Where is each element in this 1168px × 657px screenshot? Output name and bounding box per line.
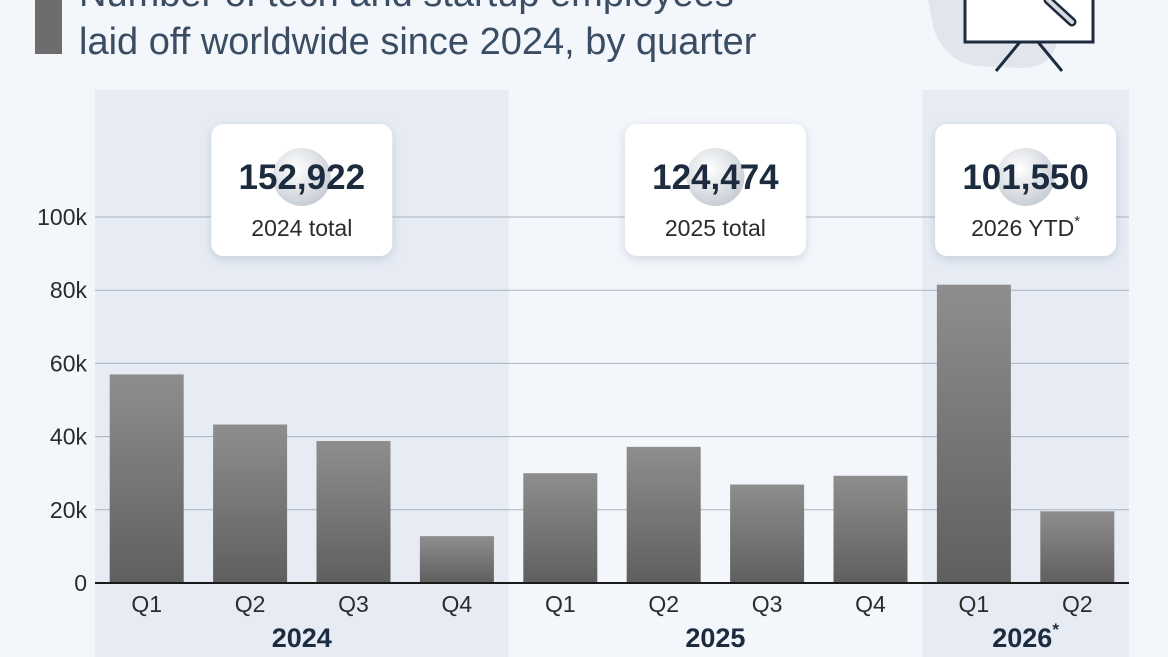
x-tick-label: Q1 [959, 591, 990, 617]
y-tick-label: 40k [50, 424, 88, 450]
bar [730, 484, 805, 583]
y-tick-label: 80k [50, 277, 88, 303]
card-total-label: 2026 YTD* [971, 213, 1080, 241]
x-tick-label: Q1 [545, 591, 576, 617]
x-tick-label: Q1 [131, 591, 162, 617]
total-card-2025: 124,474 2025 total [624, 124, 806, 256]
x-tick-label: Q3 [338, 591, 369, 617]
bar [109, 374, 184, 583]
card-total-value: 101,550 [962, 158, 1089, 197]
card-total-value: 152,922 [239, 158, 366, 197]
y-tick-label: 0 [74, 570, 87, 596]
bar [1040, 511, 1115, 583]
x-tick-label: Q2 [648, 591, 679, 617]
y-tick-label: 60k [50, 350, 88, 376]
bar [523, 473, 598, 583]
total-card-2026: 101,550 2026 YTD* [935, 124, 1117, 256]
y-tick-label: 100k [37, 204, 87, 230]
card-total-value: 124,474 [652, 158, 779, 197]
card-total-label: 2024 total [251, 215, 352, 241]
card-decor-circle [272, 148, 331, 206]
year-label: 2026* [992, 620, 1059, 653]
x-tick-label: Q4 [855, 591, 886, 617]
year-label: 2024 [272, 623, 332, 653]
x-tick-label: Q3 [752, 591, 783, 617]
year-label: 2025 [685, 623, 745, 653]
total-card-2024: 152,922 2024 total [211, 124, 393, 256]
x-tick-label: Q2 [235, 591, 266, 617]
title-accent-bar [35, 0, 62, 54]
bar [626, 446, 701, 583]
card-decor-circle [996, 148, 1055, 206]
card-decor-circle [686, 148, 745, 206]
bar [213, 424, 288, 583]
bar [833, 475, 908, 583]
chart-title-line-1: Number of tech and startup employees [79, 0, 734, 15]
x-tick-label: Q2 [1062, 591, 1093, 617]
year-total-cards: 152,922 2024 total 124,474 2025 total 101,55… [211, 124, 1117, 256]
bar [419, 536, 494, 583]
chart-title-line-2: laid off worldwide since 2024, by quarte… [79, 21, 757, 63]
bars [109, 284, 1115, 583]
card-total-label: 2025 total [665, 215, 766, 241]
bar [936, 284, 1011, 583]
bar [316, 440, 391, 583]
x-tick-label: Q4 [442, 591, 473, 617]
presentation-board-icon [928, 0, 1095, 72]
y-tick-label: 20k [50, 497, 88, 523]
